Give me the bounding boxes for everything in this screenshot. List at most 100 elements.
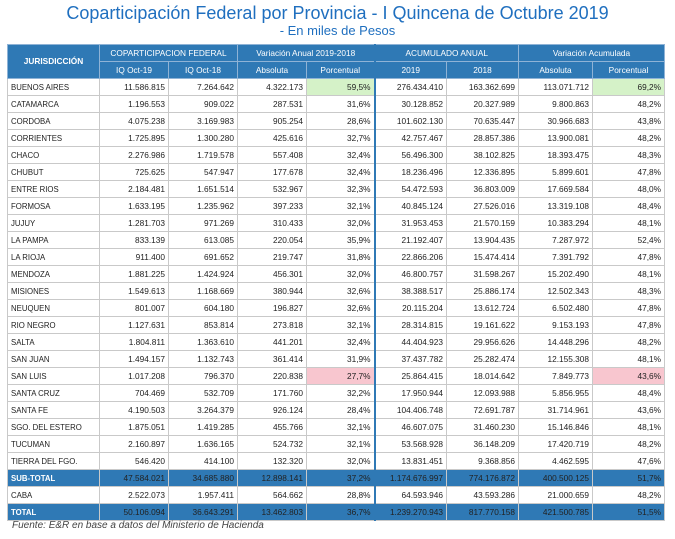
value-cell: 18.393.475: [518, 146, 593, 164]
table-row: LA RIOJA 911.400 691.652 219.747 31,8% 22.866…: [7, 248, 665, 266]
value-cell: 19.161.622: [446, 316, 519, 334]
jurisdiccion-cell: CHACO: [7, 146, 100, 164]
value-cell: 47,8%: [592, 316, 665, 334]
jurisdiccion-cell: MISIONES: [7, 282, 100, 300]
value-cell: 36.148.209: [446, 435, 519, 453]
value-cell: 48,2%: [592, 435, 665, 453]
subheader-iq-oct-19: IQ Oct-19: [99, 61, 169, 79]
value-cell: 7.264.642: [168, 78, 238, 96]
value-cell: 13.831.451: [373, 452, 447, 470]
value-cell: 17.420.719: [518, 435, 593, 453]
value-cell: 1.549.613: [99, 282, 169, 300]
value-cell: 1.804.811: [99, 333, 169, 351]
value-cell: 13.462.803: [237, 503, 307, 521]
jurisdiccion-cell: CHUBUT: [7, 163, 100, 181]
value-cell: 287.531: [237, 95, 307, 113]
value-cell: 22.866.206: [373, 248, 447, 266]
value-cell: 853.814: [168, 316, 238, 334]
value-cell: 28.857.386: [446, 129, 519, 147]
value-cell: 13.319.108: [518, 197, 593, 215]
value-cell: 310.433: [237, 214, 307, 232]
jurisdiccion-cell: SGO. DEL ESTERO: [7, 418, 100, 436]
value-cell: 1.636.165: [168, 435, 238, 453]
value-cell: 13.900.081: [518, 129, 593, 147]
jurisdiccion-cell: JUJUY: [7, 214, 100, 232]
value-cell: 17.669.584: [518, 180, 593, 198]
value-cell: 4.462.595: [518, 452, 593, 470]
value-cell: 31.460.230: [446, 418, 519, 436]
subheader-2019: 2019: [373, 61, 447, 79]
value-cell: 613.085: [168, 231, 238, 249]
subheader-porcentual-acum: Porcentual: [592, 61, 665, 79]
value-cell: 926.124: [237, 401, 307, 419]
value-cell: 48,3%: [592, 282, 665, 300]
value-cell: 971.269: [168, 214, 238, 232]
value-cell: 1.881.225: [99, 265, 169, 283]
value-cell: 25.282.474: [446, 350, 519, 368]
value-cell: 547.947: [168, 163, 238, 181]
value-cell: 1.875.051: [99, 418, 169, 436]
value-cell: 17.950.944: [373, 384, 447, 402]
header-acumulado-anual: ACUMULADO ANUAL: [373, 44, 519, 62]
value-cell: 1.725.895: [99, 129, 169, 147]
value-cell: 704.469: [99, 384, 169, 402]
value-cell: 220.838: [237, 367, 307, 385]
value-cell: 31.714.961: [518, 401, 593, 419]
value-cell: 725.625: [99, 163, 169, 181]
jurisdiccion-cell: LA RIOJA: [7, 248, 100, 266]
value-cell: 12.336.895: [446, 163, 519, 181]
value-cell: 7.391.792: [518, 248, 593, 266]
value-cell: 48,1%: [592, 214, 665, 232]
value-cell: 5.856.955: [518, 384, 593, 402]
value-cell: 32,6%: [306, 299, 375, 317]
value-cell: 455.766: [237, 418, 307, 436]
value-cell: 14.448.296: [518, 333, 593, 351]
value-cell: 72.691.787: [446, 401, 519, 419]
subheader-iq-oct-18: IQ Oct-18: [168, 61, 238, 79]
value-cell: 1.235.962: [168, 197, 238, 215]
value-cell: 32,1%: [306, 316, 375, 334]
value-cell: 27.526.016: [446, 197, 519, 215]
value-cell: 1.127.631: [99, 316, 169, 334]
value-cell: 30.966.683: [518, 112, 593, 130]
value-cell: 4.075.238: [99, 112, 169, 130]
value-cell: 421.500.785: [518, 503, 593, 521]
value-cell: 524.732: [237, 435, 307, 453]
value-cell: 47.584.021: [99, 469, 169, 487]
value-cell: 25.864.415: [373, 367, 447, 385]
value-cell: 21.570.159: [446, 214, 519, 232]
value-cell: 56.496.300: [373, 146, 447, 164]
value-cell: 25.886.174: [446, 282, 519, 300]
table-row: SAN LUIS 1.017.208 796.370 220.838 27,7% 25.8…: [7, 367, 665, 385]
jurisdiccion-cell: SANTA FE: [7, 401, 100, 419]
value-cell: 32,4%: [306, 333, 375, 351]
value-cell: 48,4%: [592, 197, 665, 215]
value-cell: 1.419.285: [168, 418, 238, 436]
value-cell: 48,1%: [592, 265, 665, 283]
value-cell: 32,7%: [306, 129, 375, 147]
header-jurisdiccion: JURISDICCIÓN: [7, 44, 100, 79]
value-cell: 35,9%: [306, 231, 375, 249]
value-cell: 32,2%: [306, 384, 375, 402]
value-cell: 15.474.414: [446, 248, 519, 266]
value-cell: 21.192.407: [373, 231, 447, 249]
value-cell: 3.169.983: [168, 112, 238, 130]
value-cell: 32,4%: [306, 146, 375, 164]
jurisdiccion-cell: SALTA: [7, 333, 100, 351]
table-row: CHACO 2.276.986 1.719.578 557.408 32,4% 56.49…: [7, 146, 665, 164]
value-cell: 196.827: [237, 299, 307, 317]
value-cell: 28,4%: [306, 401, 375, 419]
table-row: CATAMARCA 1.196.553 909.022 287.531 31,6% 30.…: [7, 95, 665, 113]
value-cell: 31.953.453: [373, 214, 447, 232]
value-cell: 37.437.782: [373, 350, 447, 368]
value-cell: 38.102.825: [446, 146, 519, 164]
jurisdiccion-cell: SAN LUIS: [7, 367, 100, 385]
value-cell: 10.383.294: [518, 214, 593, 232]
value-cell: 11.586.815: [99, 78, 169, 96]
value-cell: 1.196.553: [99, 95, 169, 113]
jurisdiccion-cell: CATAMARCA: [7, 95, 100, 113]
value-cell: 7.849.773: [518, 367, 593, 385]
value-cell: 47,6%: [592, 452, 665, 470]
value-cell: 1.300.280: [168, 129, 238, 147]
value-cell: 4.190.503: [99, 401, 169, 419]
